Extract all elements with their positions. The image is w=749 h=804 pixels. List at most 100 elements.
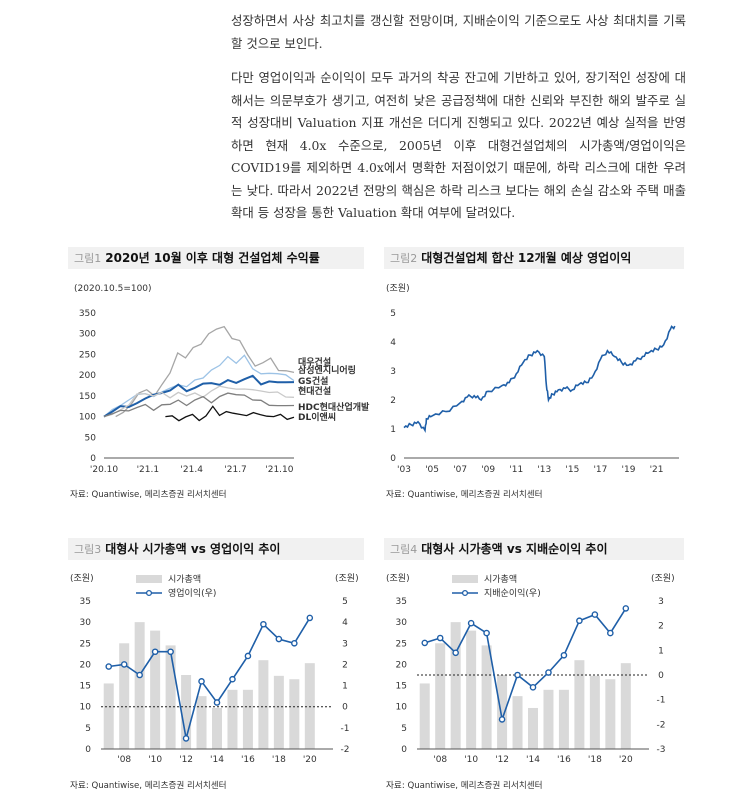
x-tick-label: '21 — [650, 465, 664, 475]
y-left-tick-label: 20 — [396, 660, 408, 670]
bar-2018 — [273, 675, 284, 749]
line-point-2019 — [291, 639, 298, 647]
bar-2010 — [150, 630, 161, 749]
bar-2011 — [165, 645, 176, 749]
bar-2015 — [227, 689, 238, 749]
line-point-2015 — [229, 675, 236, 683]
figure-1-number: 그림1 — [74, 252, 102, 265]
x-tick-label: '16 — [241, 755, 255, 765]
x-tick-label: '08 — [117, 755, 131, 765]
chart-1-unit-label: (2020.10.5=100) — [74, 284, 152, 294]
x-tick-label: '09 — [481, 465, 495, 475]
bar-2010 — [466, 630, 477, 749]
bar-2013 — [196, 696, 207, 749]
line-point-2012 — [498, 716, 506, 723]
y-tick-label: 200 — [79, 371, 96, 381]
bar-2017 — [258, 660, 269, 749]
y-left-tick-label: 15 — [396, 682, 407, 692]
y-left-tick-label: 25 — [396, 639, 407, 649]
line-point-2018 — [591, 611, 599, 618]
series-label: DL이앤씨 — [298, 411, 336, 423]
y-left-tick-label: 5 — [85, 724, 91, 734]
series-line-GS건설 — [103, 374, 295, 418]
line-point-2013 — [198, 678, 205, 685]
line-point-2009 — [452, 649, 459, 657]
x-tick-label: '21.7 — [224, 465, 247, 475]
x-tick-label: '20 — [619, 755, 633, 765]
y-tick-label: 5 — [390, 309, 396, 319]
line-point-2014 — [213, 699, 221, 706]
x-tick-label: '16 — [557, 755, 571, 765]
series-line-DL이앤씨 — [165, 405, 295, 422]
y-tick-label: 0 — [90, 454, 96, 464]
series-line-대우건설 — [115, 325, 295, 418]
figure-3-number: 그림3 — [74, 543, 102, 556]
y-left-tick-label: 10 — [396, 703, 408, 713]
legend-line-label: 지배순이익(우) — [484, 587, 541, 599]
y-tick-label: 0 — [390, 454, 396, 464]
legend-bar-swatch — [136, 575, 162, 583]
y-tick-label: 1 — [390, 425, 396, 435]
x-tick-label: '10 — [464, 755, 478, 765]
bar-2019 — [605, 679, 616, 749]
line-point-2008 — [436, 634, 444, 642]
legend-bar-swatch — [452, 575, 478, 583]
bar-2008 — [435, 643, 446, 749]
y-left-tick-label: 20 — [80, 660, 92, 670]
bar-2015 — [543, 689, 554, 749]
y-tick-label: 100 — [79, 413, 96, 423]
line-point-2015 — [545, 669, 552, 676]
bar-2008 — [119, 643, 130, 749]
legend-bar-label: 시가총액 — [484, 573, 517, 585]
figure-2-number: 그림2 — [390, 252, 418, 265]
series-label: 대우건설 — [298, 356, 331, 368]
figure-4-title-text: 대형사 시가총액 vs 지배순이익 추이 — [421, 542, 608, 556]
y-right-tick-label: -3 — [657, 745, 666, 755]
x-tick-label: '12 — [179, 755, 193, 765]
y-right-tick-label: 3 — [658, 597, 664, 607]
y-right-tick-label: 1 — [342, 682, 348, 692]
x-tick-label: '21.10 — [265, 465, 294, 475]
y-tick-label: 350 — [79, 309, 96, 319]
line-point-2011 — [167, 648, 174, 656]
line-point-2016 — [244, 652, 252, 660]
line-point-2018 — [275, 635, 283, 643]
figure-4-source: 자료: Quantiwise, 메리츠증권 리서치센터 — [386, 781, 543, 791]
bar-2007 — [103, 683, 114, 749]
bar-2009 — [134, 622, 145, 749]
chart-4-right-unit: (조원) — [651, 573, 675, 584]
series-line-영업이익(우) — [108, 617, 311, 739]
y-left-tick-label: 35 — [396, 597, 407, 607]
x-tick-label: '17 — [593, 465, 607, 475]
figure-2-title-text: 대형건설업체 합산 12개월 예상 영업이익 — [421, 251, 632, 265]
y-tick-label: 300 — [79, 330, 96, 340]
figure-3-title: 그림3 대형사 시가총액 vs 영업이익 추이 — [68, 538, 364, 560]
line-point-2014 — [529, 684, 537, 691]
series-line-HDC현대산업개발 — [103, 392, 295, 418]
bar-2011 — [481, 645, 492, 749]
x-tick-label: '11 — [509, 465, 523, 475]
figure-2-source: 자료: Quantiwise, 메리츠증권 리서치센터 — [386, 490, 543, 500]
y-left-tick-label: 35 — [80, 597, 91, 607]
bar-2020 — [620, 663, 631, 749]
x-tick-label: '15 — [565, 465, 579, 475]
series-label: 삼성엔지니어링 — [298, 364, 356, 376]
line-point-2011 — [483, 629, 490, 637]
figure-1-title: 그림1 2020년 10월 이후 대형 건설업체 수익률 — [68, 247, 364, 269]
y-tick-label: 50 — [85, 433, 97, 443]
x-tick-label: '05 — [425, 465, 439, 475]
y-right-tick-label: -1 — [341, 724, 350, 734]
line-point-2007 — [105, 663, 113, 670]
y-tick-label: 150 — [79, 392, 96, 402]
x-tick-label: '14 — [526, 755, 540, 765]
y-tick-label: 3 — [390, 367, 396, 377]
y-left-tick-label: 10 — [80, 703, 92, 713]
bar-2014 — [528, 707, 538, 749]
line-point-2017 — [260, 620, 267, 628]
line-point-2019 — [607, 629, 614, 637]
paragraph-2: 다만 영업이익과 순이익이 모두 과거의 착공 잔고에 기반하고 있어, 장기적… — [231, 70, 686, 220]
line-point-2010 — [467, 619, 475, 627]
x-tick-label: '08 — [433, 755, 447, 765]
figure-1-title-text: 2020년 10월 이후 대형 건설업체 수익률 — [105, 251, 320, 265]
x-tick-label: '20.10 — [90, 465, 119, 475]
